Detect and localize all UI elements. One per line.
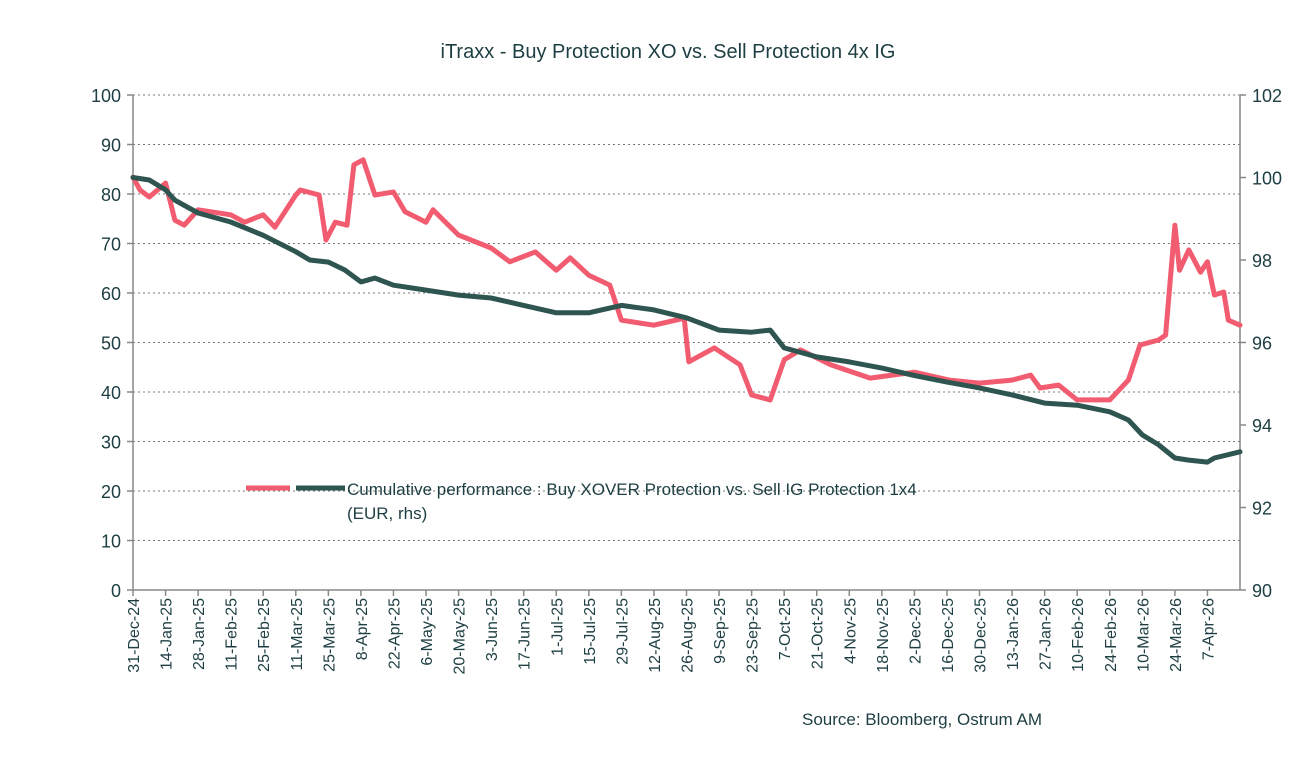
x-tick-label: 10-Mar-26	[1135, 598, 1152, 672]
x-tick-label: 22-Apr-25	[386, 598, 403, 669]
x-tick-label: 17-Jun-25	[517, 598, 534, 670]
series-line-cumulative-performance	[130, 175, 1243, 465]
y-right-tick-label: 94	[1252, 416, 1272, 436]
y-left-tick-label: 50	[101, 334, 121, 354]
x-tick-label: 1-Jul-25	[549, 598, 566, 656]
x-tick-label: 25-Feb-25	[256, 598, 273, 672]
y-right-tick-label: 90	[1252, 581, 1272, 601]
y-right-tick-label: 98	[1252, 251, 1272, 271]
x-tick-label: 29-Jul-25	[614, 598, 631, 665]
x-tick-label: 8-Apr-25	[354, 598, 371, 660]
y-left-tick-label: 60	[101, 284, 121, 304]
x-tick-label: 31-Dec-24	[126, 598, 143, 673]
x-tick-label: 11-Mar-25	[289, 598, 306, 671]
x-tick-label: 30-Dec-25	[973, 598, 990, 673]
chart-title: iTraxx - Buy Protection XO vs. Sell Prot…	[441, 41, 896, 63]
x-tick-label: 15-Jul-25	[582, 598, 599, 665]
x-tick-label: 14-Jan-25	[159, 598, 176, 670]
legend-label-line1: Cumulative performance : Buy XOVER Prote…	[347, 480, 917, 499]
y-left-tick-label: 0	[111, 581, 121, 601]
x-tick-label: 20-May-25	[452, 598, 469, 675]
x-tick-label: 10-Feb-26	[1070, 598, 1087, 672]
y-left-tick-label: 40	[101, 383, 121, 403]
x-tick-label: 25-Mar-25	[321, 598, 338, 672]
x-tick-label: 9-Sep-25	[712, 598, 729, 664]
y-right-tick-label: 96	[1252, 334, 1272, 354]
x-tick-label: 6-May-25	[419, 598, 436, 666]
y-left-tick-label: 10	[101, 532, 121, 552]
x-tick-label: 24-Feb-26	[1103, 598, 1120, 672]
y-left-tick-label: 100	[91, 86, 121, 106]
x-tick-label: 11-Feb-25	[224, 598, 241, 671]
x-tick-label: 28-Jan-25	[191, 598, 208, 670]
x-tick-label: 24-Mar-26	[1168, 598, 1185, 672]
x-tick-label: 7-Apr-26	[1200, 598, 1217, 660]
legend: Cumulative performance : Buy XOVER Prote…	[246, 480, 917, 523]
x-tick-label: 12-Aug-25	[647, 598, 664, 673]
x-tick-label: 4-Nov-25	[842, 598, 859, 664]
x-tick-label: 18-Nov-25	[875, 598, 892, 673]
x-tick-label: 23-Sep-25	[745, 598, 762, 673]
y-left-tick-label: 30	[101, 433, 121, 453]
y-left-tick-label: 20	[101, 482, 121, 502]
series-line-pink	[130, 157, 1243, 403]
x-tick-label: 21-Oct-25	[810, 598, 827, 669]
x-tick-label: 16-Dec-25	[940, 598, 957, 673]
y-right-tick-label: 100	[1252, 169, 1282, 189]
x-tick-label: 26-Aug-25	[680, 598, 697, 673]
y-right-tick-label: 92	[1252, 499, 1272, 519]
source-note: Source: Bloomberg, Ostrum AM	[802, 710, 1042, 729]
x-tick-label: 13-Jan-26	[1005, 598, 1022, 670]
series-lines	[130, 157, 1243, 465]
x-tick-label: 27-Jan-26	[1038, 598, 1055, 670]
x-tick-label: 7-Oct-25	[777, 598, 794, 660]
y-left-tick-label: 70	[101, 235, 121, 255]
axes: 0 10 20 30 40 50 60 70 80 90 100 90 92 94 96 98 100 102 31…	[91, 86, 1282, 674]
x-tick-label: 2-Dec-25	[907, 598, 924, 664]
x-tick-label: 3-Jun-25	[484, 598, 501, 661]
y-left-tick-label: 90	[101, 136, 121, 156]
y-left-tick-label: 80	[101, 185, 121, 205]
y-right-tick-label: 102	[1252, 86, 1282, 106]
legend-label-line2: (EUR, rhs)	[347, 504, 427, 523]
